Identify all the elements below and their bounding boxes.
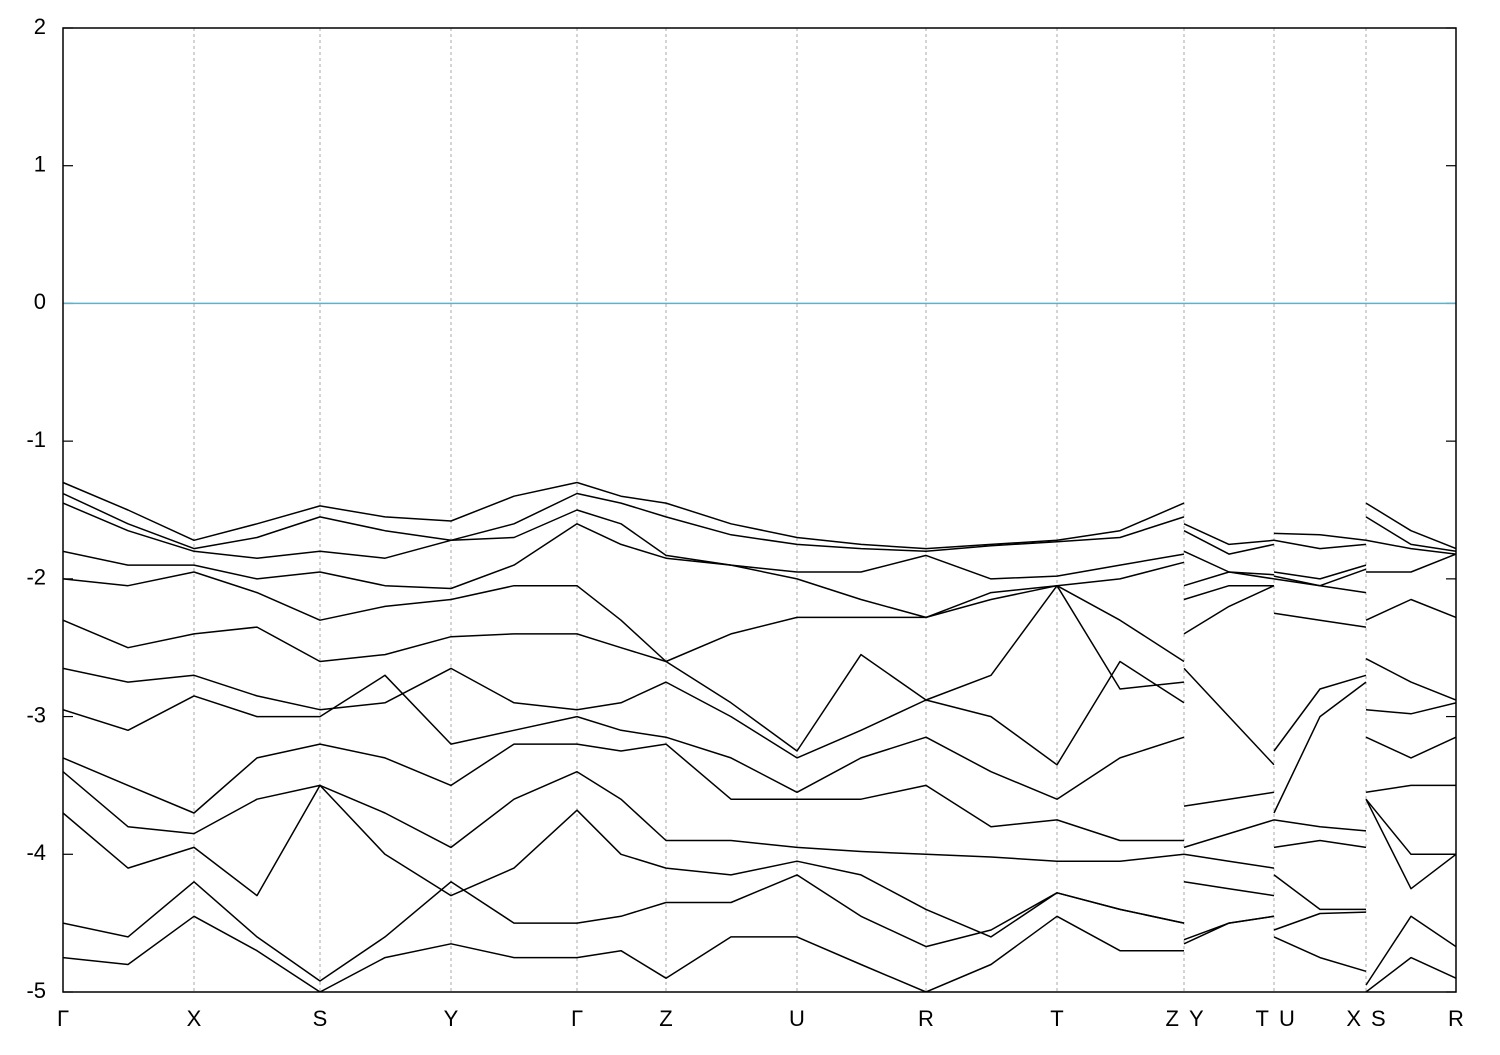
band-line	[63, 770, 1456, 869]
y-tick-label: -3	[26, 702, 46, 727]
x-tick-label: Y	[444, 1006, 459, 1031]
y-tick-label: 2	[34, 14, 46, 39]
band-line	[63, 660, 1456, 766]
plot-frame	[62, 27, 1457, 993]
x-tick-label: X	[187, 1006, 202, 1031]
y-tick-label: -1	[26, 427, 46, 452]
band-line	[63, 523, 1456, 619]
x-tick-label: U	[789, 1006, 805, 1031]
y-tick-label: 1	[34, 152, 46, 177]
x-tick-label: R	[1448, 1006, 1464, 1031]
bands	[63, 302, 1456, 992]
band-line	[63, 571, 1456, 663]
band-line	[63, 584, 1456, 752]
y-tick-label: 0	[34, 289, 46, 314]
band-line	[63, 492, 1456, 555]
x-tick-label: T	[1050, 1006, 1063, 1031]
x-tick-label: S	[313, 1006, 328, 1031]
band-line	[63, 502, 1456, 580]
x-tick-label: X	[1346, 1006, 1361, 1031]
y-tick-label: -2	[26, 565, 46, 590]
y-tick-label: -5	[26, 978, 46, 1003]
x-tick-label: U	[1279, 1006, 1295, 1031]
x-tick-label: S	[1371, 1006, 1386, 1031]
x-tick-label: Γ	[57, 1006, 69, 1031]
x-tick-label: Γ	[571, 1006, 583, 1031]
band-line	[63, 915, 1456, 992]
band-line	[63, 743, 1456, 849]
x-tick-label: Z	[659, 1006, 672, 1031]
band-line	[63, 784, 1456, 938]
x-tick-label: R	[918, 1006, 934, 1031]
grid	[62, 27, 1457, 993]
band-line	[63, 481, 1456, 550]
x-tick-label: Y	[1189, 1006, 1204, 1031]
x-tick-label: Z	[1166, 1006, 1179, 1031]
y-tick-label: -4	[26, 840, 46, 865]
x-tick-label: T	[1256, 1006, 1269, 1031]
band-line	[63, 674, 1456, 814]
